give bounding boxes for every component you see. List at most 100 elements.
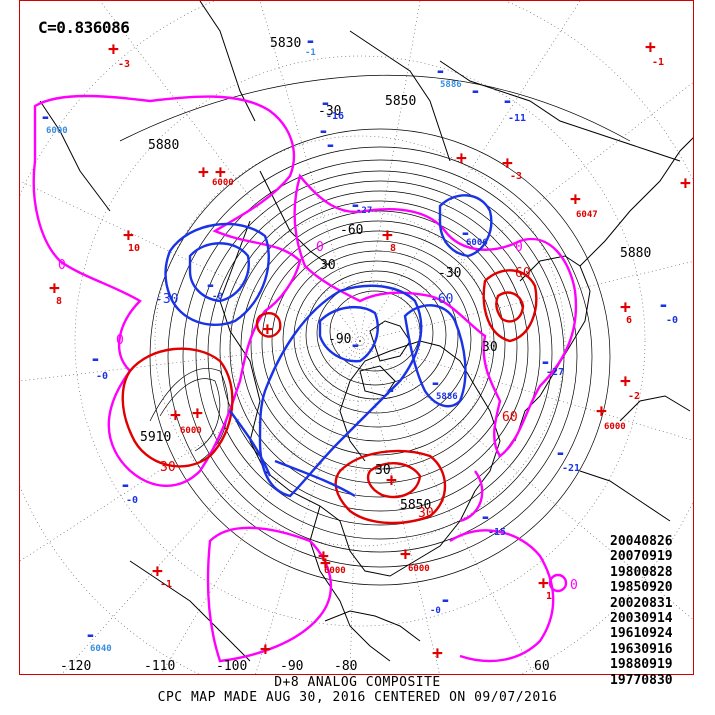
anomaly-label: 0 bbox=[58, 258, 66, 273]
svg-text:-: - bbox=[120, 475, 131, 496]
analog-date: 19630916 bbox=[610, 641, 673, 657]
anomaly-label: 30 bbox=[160, 460, 176, 475]
svg-text:+: + bbox=[386, 470, 397, 491]
plus-marker: + bbox=[260, 639, 271, 660]
svg-text:-: - bbox=[350, 195, 361, 216]
svg-text:-: - bbox=[40, 107, 51, 128]
plus-marker: +6000 bbox=[198, 162, 234, 188]
minus-marker: --16 bbox=[320, 93, 344, 122]
analog-date: 20070919 bbox=[610, 549, 673, 565]
svg-text:-: - bbox=[320, 93, 331, 114]
plus-marker: + bbox=[320, 553, 331, 574]
svg-text:5886: 5886 bbox=[440, 80, 462, 90]
svg-text:6000: 6000 bbox=[324, 566, 346, 576]
plus-marker: +6000 bbox=[596, 401, 626, 432]
svg-text:+: + bbox=[538, 573, 549, 594]
anomaly-label: 0 bbox=[316, 240, 324, 255]
svg-text:+: + bbox=[108, 39, 119, 60]
svg-text:-: - bbox=[318, 121, 329, 142]
plus-marker: +8 bbox=[382, 225, 396, 254]
anomaly-label: 30 bbox=[418, 506, 434, 521]
plus-marker: +1 bbox=[538, 573, 552, 602]
svg-text:-: - bbox=[350, 335, 361, 356]
svg-text:+: + bbox=[170, 405, 181, 426]
analog-date: 20030914 bbox=[610, 611, 673, 627]
height-label: 5880 bbox=[620, 246, 651, 261]
plus-marker: +6000 bbox=[400, 544, 430, 574]
analog-date: 19800828 bbox=[610, 564, 673, 580]
svg-text:-: - bbox=[435, 61, 446, 82]
analog-date: 20020831 bbox=[610, 595, 673, 611]
svg-text:6000: 6000 bbox=[180, 426, 202, 436]
svg-text:+: + bbox=[456, 148, 467, 169]
positive-centers: +-3 +-1 +10 +6000 + +8 + +-3 +6047 +8 +6… bbox=[49, 37, 691, 664]
height-label: 5850 bbox=[385, 94, 416, 109]
svg-text:-: - bbox=[480, 507, 491, 528]
anomaly-label: 30 bbox=[375, 463, 391, 478]
plus-value: 1 bbox=[546, 591, 552, 602]
minus-marker: --15 bbox=[480, 507, 506, 538]
minus-value: -27 bbox=[546, 367, 564, 378]
anomaly-label: -30 bbox=[318, 104, 341, 119]
analog-date: 19850920 bbox=[610, 580, 673, 596]
lon-label: -90 bbox=[280, 659, 303, 674]
svg-text:-: - bbox=[325, 135, 336, 156]
svg-text:6040: 6040 bbox=[90, 644, 112, 654]
svg-text:6047: 6047 bbox=[576, 210, 598, 220]
plus-marker: + bbox=[386, 470, 397, 491]
plus-marker: +6 bbox=[620, 297, 632, 326]
svg-text:-: - bbox=[658, 295, 669, 316]
svg-text:-: - bbox=[430, 373, 441, 394]
svg-text:6006: 6006 bbox=[466, 238, 488, 248]
plus-marker: +10 bbox=[123, 225, 140, 254]
minus-marker: --1 bbox=[305, 31, 316, 58]
anomaly-label: -60 bbox=[340, 223, 363, 238]
plus-value: 8 bbox=[56, 296, 62, 307]
plus-marker: + bbox=[456, 148, 467, 169]
anomaly-labels: 30 -30 -30 60 -60 -60 -30 30 60 30 -90 3… bbox=[58, 104, 578, 593]
minus-marker: - bbox=[350, 335, 361, 356]
plus-marker: +6047 bbox=[570, 189, 598, 220]
svg-text:+: + bbox=[620, 297, 631, 318]
svg-text:+: + bbox=[318, 546, 329, 567]
height-contours bbox=[119, 74, 631, 586]
svg-text:6000: 6000 bbox=[46, 126, 68, 136]
svg-text:6000: 6000 bbox=[604, 422, 626, 432]
map-panel: 5880 5830 5850 5880 5910 5850 30 -30 -30… bbox=[19, 0, 694, 675]
plus-marker: + bbox=[680, 173, 691, 194]
minus-marker: --0 bbox=[120, 475, 138, 506]
minus-value: -0 bbox=[126, 495, 138, 506]
minus-marker: -6000 bbox=[40, 107, 68, 136]
minus-marker: --0 bbox=[205, 275, 223, 302]
anomaly-label: 60 bbox=[515, 266, 531, 281]
svg-text:+: + bbox=[680, 173, 691, 194]
plus-marker: + bbox=[215, 162, 226, 183]
svg-text:6000: 6000 bbox=[408, 564, 430, 574]
anomaly-label: 0 bbox=[570, 578, 578, 593]
minus-marker: -5886 bbox=[435, 61, 462, 90]
plus-value: -1 bbox=[652, 57, 664, 68]
height-label: 5910 bbox=[140, 430, 171, 445]
svg-text:+: + bbox=[502, 153, 513, 174]
svg-text:-: - bbox=[385, 380, 396, 401]
svg-text:-: - bbox=[502, 91, 513, 112]
minus-marker: - bbox=[318, 121, 329, 142]
minus-marker: -5886 bbox=[430, 373, 458, 402]
anomaly-label: 0 bbox=[116, 333, 124, 348]
minus-marker: - bbox=[325, 135, 336, 156]
svg-text:-: - bbox=[85, 625, 96, 646]
svg-text:+: + bbox=[123, 225, 134, 246]
svg-text:-0: -0 bbox=[430, 606, 441, 616]
footer-subtitle: CPC MAP MADE AUG 30, 2016 CENTERED ON 09… bbox=[157, 690, 558, 705]
svg-text:+: + bbox=[596, 401, 607, 422]
plus-marker: +-2 bbox=[620, 371, 640, 402]
plus-marker: +-1 bbox=[645, 37, 664, 68]
svg-text:-: - bbox=[440, 590, 451, 611]
negative-centers: -6000 --1 -5886 - --11 --16 - - --27 -60… bbox=[40, 31, 678, 654]
plus-marker: +-3 bbox=[108, 39, 130, 70]
negative-anomaly-contours bbox=[164, 194, 493, 498]
svg-text:+: + bbox=[382, 225, 393, 246]
svg-text:+: + bbox=[262, 319, 273, 340]
lon-label: 60 bbox=[534, 659, 550, 674]
plus-marker: + bbox=[192, 403, 203, 424]
